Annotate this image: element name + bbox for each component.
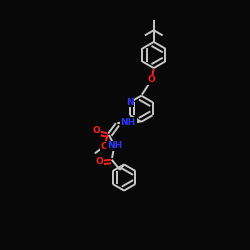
Text: O: O	[93, 126, 100, 135]
Text: NH: NH	[107, 142, 122, 150]
Text: O: O	[100, 142, 108, 151]
Text: O: O	[148, 75, 156, 84]
Text: NH: NH	[120, 118, 136, 127]
Text: O: O	[96, 156, 103, 166]
Text: N: N	[126, 98, 134, 107]
